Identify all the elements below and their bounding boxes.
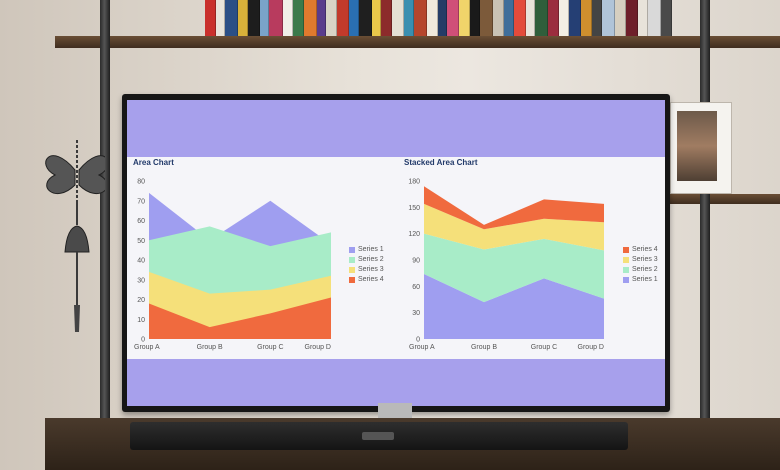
legend-label: Series 1 <box>632 276 658 283</box>
legend-label: Series 1 <box>358 246 384 253</box>
legend-label: Series 2 <box>632 266 658 273</box>
legend-swatch <box>623 276 629 283</box>
stacked-legend-item: Series 4 <box>623 246 658 253</box>
bookshelf-books <box>205 0 700 38</box>
legend-swatch <box>349 256 355 263</box>
legend-label: Series 4 <box>358 276 384 283</box>
legend-swatch <box>349 266 355 273</box>
stacked-ytick-label: 90 <box>412 258 420 265</box>
legend-swatch <box>349 276 355 283</box>
stacked-legend-item: Series 3 <box>623 256 658 263</box>
legend-label: Series 2 <box>358 256 384 263</box>
stacked-ytick-label: 30 <box>412 310 420 317</box>
legend-label: Series 3 <box>632 256 658 263</box>
legend-swatch <box>623 266 629 273</box>
top-shelf <box>55 36 780 48</box>
stacked-xtick-label: Group C <box>531 344 557 351</box>
stacked-ytick-label: 60 <box>412 284 420 291</box>
legend-swatch <box>349 246 355 253</box>
area-legend-item: Series 1 <box>349 246 384 253</box>
area-ytick-label: 50 <box>137 238 145 245</box>
area-ytick-label: 10 <box>137 317 145 324</box>
area-xtick-label: Group C <box>257 344 283 351</box>
butterfly-chime-decoration <box>45 140 105 332</box>
stacked-ytick-label: 180 <box>408 179 420 186</box>
stacked-xtick-label: Group B <box>471 344 497 351</box>
side-shelf <box>670 194 780 204</box>
area-ytick-label: 80 <box>137 179 145 186</box>
area-ytick-label: 20 <box>137 297 145 304</box>
stacked-ytick-label: 0 <box>416 337 420 344</box>
legend-label: Series 4 <box>632 246 658 253</box>
tv-stand <box>378 403 412 419</box>
stacked-xtick-label: Group D <box>578 344 604 351</box>
area-ytick-label: 30 <box>137 277 145 284</box>
photo-frame <box>670 102 732 194</box>
tv-screen: Area Chart Stacked Area Chart 0 10 20 30 40 5… <box>127 100 665 406</box>
charts-canvas: 0 10 20 30 40 50 60 70 80 Group A Group B Group C Gr… <box>134 179 604 351</box>
area-ytick-label: 0 <box>141 337 145 344</box>
bell-icon <box>64 225 90 253</box>
area-xtick-label: Group A <box>134 344 160 351</box>
area-legend-item: Series 2 <box>349 256 384 263</box>
area-legend-item: Series 4 <box>349 276 384 283</box>
right-pipe <box>700 0 710 425</box>
area-legend-item: Series 3 <box>349 266 384 273</box>
left-pipe <box>100 0 110 430</box>
stacked-legend-item: Series 2 <box>623 266 658 273</box>
area-xtick-label: Group B <box>197 344 223 351</box>
soundbar-badge <box>362 432 394 440</box>
area-xtick-label: Group D <box>305 344 331 351</box>
area-ytick-label: 70 <box>137 198 145 205</box>
stacked-series-1-band <box>424 274 604 339</box>
stacked-area-chart-title: Stacked Area Chart <box>404 158 478 167</box>
stacked-series-4-band <box>424 186 604 230</box>
stacked-series-3-band <box>424 203 604 251</box>
legend-swatch <box>623 256 629 263</box>
legend-label: Series 3 <box>358 266 384 273</box>
area-series-4-area <box>149 297 331 339</box>
stacked-xtick-label: Group A <box>409 344 435 351</box>
area-ytick-label: 60 <box>137 218 145 225</box>
stacked-ytick-label: 150 <box>408 205 420 212</box>
chart-slide: Area Chart Stacked Area Chart 0 10 20 30 40 5… <box>127 157 665 359</box>
stacked-series-2-band <box>424 233 604 303</box>
area-chart-title: Area Chart <box>133 158 174 167</box>
butterfly-icon <box>45 155 105 195</box>
area-ytick-label: 40 <box>137 258 145 265</box>
legend-swatch <box>623 246 629 253</box>
stacked-ytick-label: 120 <box>408 231 420 238</box>
stacked-legend-item: Series 1 <box>623 276 658 283</box>
